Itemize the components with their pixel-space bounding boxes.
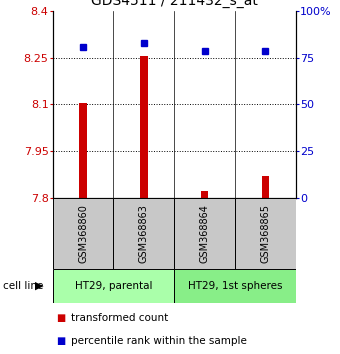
Bar — [80, 103, 87, 198]
Text: percentile rank within the sample: percentile rank within the sample — [71, 336, 247, 346]
Text: HT29, parental: HT29, parental — [75, 281, 152, 291]
Bar — [174, 198, 235, 269]
Text: transformed count: transformed count — [71, 313, 169, 323]
Text: GSM368860: GSM368860 — [78, 204, 88, 263]
Text: cell line: cell line — [3, 281, 44, 291]
Bar — [140, 56, 148, 198]
Text: HT29, 1st spheres: HT29, 1st spheres — [188, 281, 282, 291]
Bar — [53, 198, 114, 269]
Title: GDS4511 / 211432_s_at: GDS4511 / 211432_s_at — [91, 0, 258, 8]
Text: GSM368865: GSM368865 — [260, 204, 270, 263]
Bar — [235, 198, 296, 269]
Bar — [201, 192, 208, 198]
Bar — [114, 198, 174, 269]
Text: GSM368864: GSM368864 — [200, 204, 210, 263]
Text: ▶: ▶ — [35, 281, 43, 291]
Bar — [174, 269, 296, 303]
Text: ■: ■ — [56, 336, 65, 346]
Bar — [262, 176, 269, 198]
Text: ■: ■ — [56, 313, 65, 323]
Bar — [53, 269, 174, 303]
Text: GSM368863: GSM368863 — [139, 204, 149, 263]
